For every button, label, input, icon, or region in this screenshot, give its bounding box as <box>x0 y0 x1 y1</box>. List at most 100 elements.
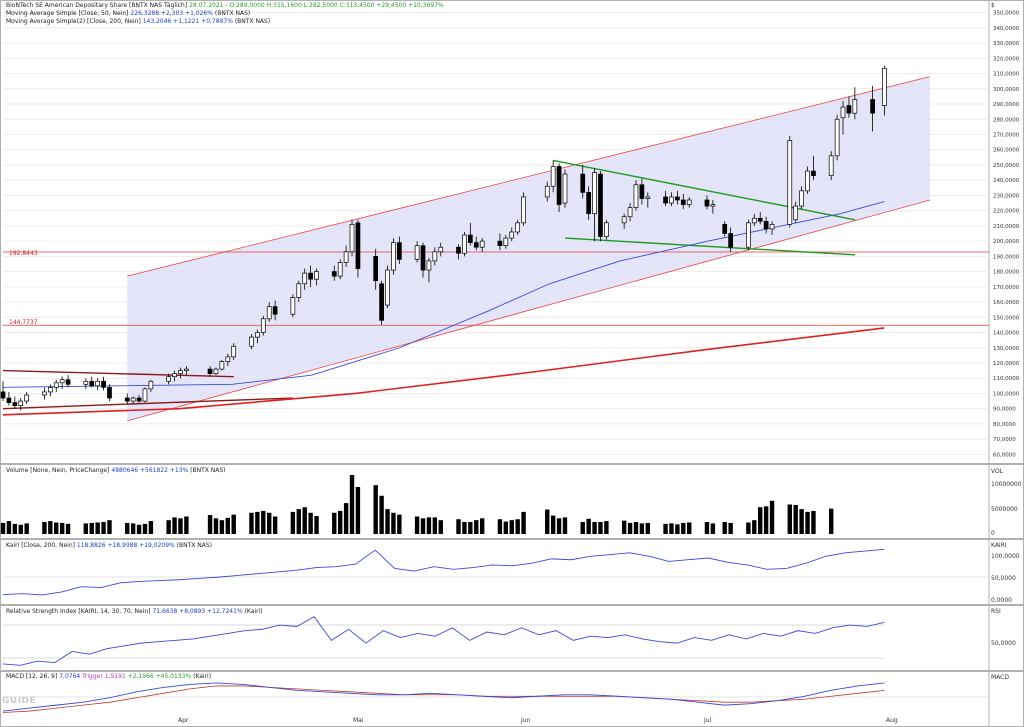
wedge-upper-line <box>2 369 234 378</box>
candle <box>12 396 18 409</box>
candle <box>462 231 467 257</box>
x-tick-label: Aug <box>886 717 898 724</box>
candle-body <box>503 237 509 247</box>
candle-body <box>432 251 438 262</box>
candle <box>852 87 858 120</box>
volume-tick: 10000000 <box>991 481 1022 488</box>
candle-body <box>95 380 101 387</box>
volume-bar <box>592 522 597 534</box>
price-tick-label: 70,0000 <box>993 437 1016 443</box>
candle-body <box>509 231 515 239</box>
macd-axis-title: MACD <box>991 674 1009 681</box>
macd-change: +2,1966 +45,0133% <box>127 673 192 680</box>
price-tick-label: 120,0000 <box>993 361 1020 367</box>
ma50-value: 226,3288 +2,303 +1,026% <box>130 10 213 17</box>
candle-body <box>343 251 349 263</box>
volume-bar <box>184 516 189 534</box>
volume-bar <box>48 521 53 534</box>
price-tick-label: 150,0000 <box>993 315 1020 321</box>
volume-bar <box>107 520 112 534</box>
ma200-suffix: (BNTX NAS) <box>234 18 271 25</box>
volume-bar <box>639 523 645 534</box>
candle <box>337 259 343 280</box>
candle <box>178 367 183 379</box>
level-label: 192,8443 <box>9 250 38 257</box>
macd-info: MACD [12, 26, 9] 7,0764 Trigger 1,5191 +… <box>6 673 211 681</box>
price-tick-label: 90,0000 <box>993 407 1016 413</box>
macd-trigger-label: Trigger <box>82 673 103 680</box>
candle-body <box>550 166 556 187</box>
volume-bar <box>54 522 59 534</box>
candle-body <box>497 240 503 247</box>
price-tick-label: 210,0000 <box>993 224 1020 230</box>
volume-bar <box>515 519 520 534</box>
candle <box>633 180 639 211</box>
instrument-title: BioNTech SE American Depositary Share [B… <box>6 2 188 9</box>
kairi-tick: 100,0000 <box>991 553 1020 560</box>
candle <box>379 280 384 325</box>
trend-channel <box>127 76 931 421</box>
candle <box>24 391 30 405</box>
price-tick-label: 110,0000 <box>993 376 1020 382</box>
candle <box>834 114 840 161</box>
volume-bar <box>83 523 89 534</box>
kairi-value: 118,8826 +18,9988 +19,0209% <box>76 542 175 549</box>
volume-bar <box>479 518 485 534</box>
candle <box>639 178 645 205</box>
triangle-upper-line <box>553 159 855 221</box>
macd-trigger-line <box>2 685 885 713</box>
volume-bar <box>556 518 562 534</box>
candle <box>621 213 627 229</box>
x-tick-label: Apr <box>178 717 189 724</box>
ma50-line <box>2 201 885 388</box>
volume-bar <box>426 517 432 534</box>
candle <box>840 100 846 135</box>
volume-bar <box>420 518 426 534</box>
candle-body <box>53 382 59 388</box>
candle-body <box>805 170 810 192</box>
candle-body <box>225 356 231 362</box>
candle <box>420 242 426 278</box>
candle-body <box>438 246 444 253</box>
candle-body <box>396 242 402 260</box>
candle-body <box>562 173 568 204</box>
candle-body <box>580 173 586 193</box>
volume-bar <box>142 523 148 534</box>
candle-body <box>467 234 473 243</box>
volume-bar <box>12 523 18 534</box>
volume-value: 4880646 +561822 +13% <box>111 467 189 474</box>
volume-bar <box>178 518 183 534</box>
price-tick-label: 280,0000 <box>993 117 1020 123</box>
candle-body <box>456 246 461 254</box>
candle <box>331 265 337 281</box>
kairi-title: Kairi [Close, 200, Nein] <box>6 542 75 549</box>
volume-bar <box>207 515 213 534</box>
candle <box>6 391 12 406</box>
kairi-axis-title: KAIRI <box>991 542 1007 549</box>
candle-body <box>385 269 390 306</box>
candle-body <box>355 222 361 269</box>
volume-bar <box>758 507 763 534</box>
candle <box>296 280 302 303</box>
candle <box>53 379 59 392</box>
candle-body <box>627 207 633 218</box>
candle <box>260 315 266 336</box>
volume-bar <box>521 511 526 534</box>
price-tick-label: 300,0000 <box>993 87 1020 93</box>
candle-body <box>592 172 597 215</box>
price-tick-label: 220,0000 <box>993 209 1020 215</box>
ma200-line <box>2 327 885 416</box>
candle-body <box>675 196 680 201</box>
rsi-line <box>2 616 885 666</box>
candle <box>438 242 444 257</box>
candle-body <box>290 297 296 315</box>
volume-bar <box>290 511 296 534</box>
volume-tick: 0 <box>991 530 995 537</box>
volume-bar <box>125 522 130 534</box>
candle <box>598 171 603 242</box>
candle <box>266 302 272 322</box>
candle <box>231 343 237 360</box>
candle-body <box>391 242 396 271</box>
